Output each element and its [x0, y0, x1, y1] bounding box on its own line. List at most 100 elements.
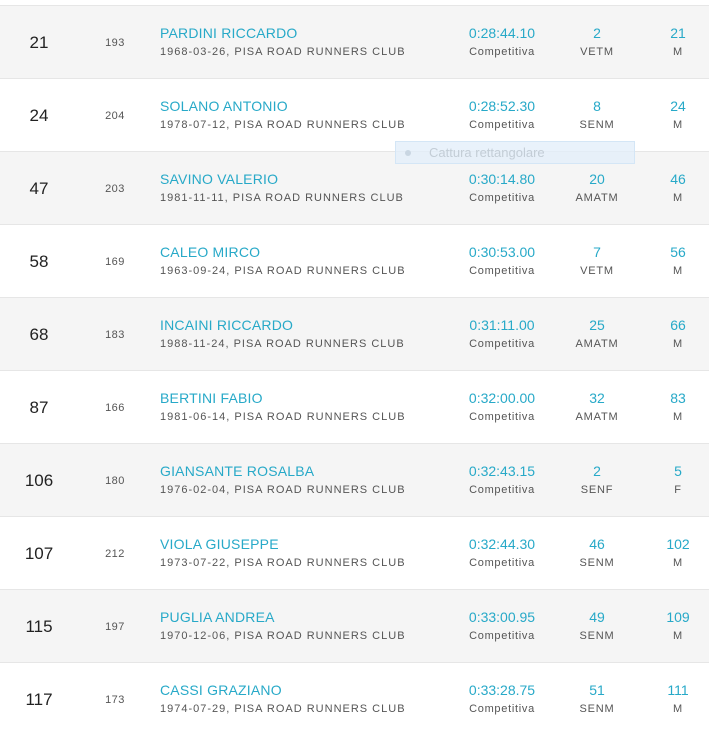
bib-number: 180	[105, 475, 125, 487]
race-type: Competitiva	[469, 557, 535, 569]
athlete-birthdate-club: 1973-07-22, PISA ROAD RUNNERS CLUB	[160, 557, 406, 569]
category-label: SENM	[579, 557, 615, 569]
gender-position: 66	[670, 317, 686, 333]
gender-label: M	[673, 338, 683, 350]
finish-time: 0:28:44.10	[468, 25, 536, 41]
category-position: 51	[589, 682, 605, 698]
category-label: VETM	[580, 46, 614, 58]
category-label: SENF	[580, 484, 614, 496]
category-label: AMATM	[575, 411, 619, 423]
finish-time: 0:32:43.15	[468, 463, 536, 479]
gender-label: M	[673, 192, 683, 204]
athlete-name-link[interactable]: CALEO MIRCO	[160, 244, 261, 260]
race-type: Competitiva	[469, 411, 535, 423]
result-row[interactable]: 115 197 PUGLIA ANDREA 1970-12-06, PISA R…	[0, 589, 709, 662]
result-row[interactable]: 87 166 BERTINI FABIO 1981-06-14, PISA RO…	[0, 370, 709, 443]
gender-label: M	[673, 703, 683, 715]
race-type: Competitiva	[469, 119, 535, 131]
race-type: Competitiva	[469, 338, 535, 350]
athlete-birthdate-club: 1970-12-06, PISA ROAD RUNNERS CLUB	[160, 630, 406, 642]
gender-label: M	[673, 630, 683, 642]
overall-position: 87	[29, 398, 49, 417]
finish-time: 0:33:28.75	[468, 682, 536, 698]
category-label: SENM	[579, 703, 615, 715]
bib-number: 203	[105, 183, 125, 195]
overall-position: 24	[29, 106, 49, 125]
gender-position: 46	[670, 171, 686, 187]
athlete-name-link[interactable]: SOLANO ANTONIO	[160, 98, 288, 114]
athlete-birthdate-club: 1976-02-04, PISA ROAD RUNNERS CLUB	[160, 484, 406, 496]
finish-time: 0:33:00.95	[468, 609, 536, 625]
race-type: Competitiva	[469, 192, 535, 204]
category-position: 8	[593, 98, 601, 114]
bib-number: 204	[105, 110, 125, 122]
race-type: Competitiva	[469, 703, 535, 715]
athlete-name-link[interactable]: PARDINI RICCARDO	[160, 25, 298, 41]
result-row[interactable]: 21 193 PARDINI RICCARDO 1968-03-26, PISA…	[0, 5, 709, 78]
rectangular-capture-tooltip: Cattura rettangolare	[395, 141, 635, 164]
result-row[interactable]: 107 212 VIOLA GIUSEPPE 1973-07-22, PISA …	[0, 516, 709, 589]
result-row[interactable]: 117 173 CASSI GRAZIANO 1974-07-29, PISA …	[0, 662, 709, 735]
race-type: Competitiva	[469, 265, 535, 277]
result-row[interactable]: 106 180 GIANSANTE ROSALBA 1976-02-04, PI…	[0, 443, 709, 516]
athlete-birthdate-club: 1988-11-24, PISA ROAD RUNNERS CLUB	[160, 338, 405, 350]
overall-position: 115	[25, 617, 53, 636]
gender-position: 109	[666, 609, 690, 625]
athlete-birthdate-club: 1981-06-14, PISA ROAD RUNNERS CLUB	[160, 411, 406, 423]
category-position: 25	[589, 317, 605, 333]
result-row[interactable]: 24 204 SOLANO ANTONIO 1978-07-12, PISA R…	[0, 78, 709, 151]
athlete-birthdate-club: 1974-07-29, PISA ROAD RUNNERS CLUB	[160, 703, 406, 715]
athlete-birthdate-club: 1963-09-24, PISA ROAD RUNNERS CLUB	[160, 265, 406, 277]
gender-label: M	[673, 46, 683, 58]
category-label: SENM	[579, 119, 615, 131]
gender-position: 111	[667, 682, 689, 698]
category-position: 20	[589, 171, 605, 187]
category-label: AMATM	[575, 192, 619, 204]
gender-position: 21	[670, 25, 686, 41]
overall-position: 117	[25, 690, 53, 709]
athlete-birthdate-club: 1978-07-12, PISA ROAD RUNNERS CLUB	[160, 119, 406, 131]
athlete-name-link[interactable]: SAVINO VALERIO	[160, 171, 279, 187]
overall-position: 68	[29, 325, 49, 344]
athlete-birthdate-club: 1968-03-26, PISA ROAD RUNNERS CLUB	[160, 46, 406, 58]
gender-position: 56	[670, 244, 686, 260]
athlete-name-link[interactable]: VIOLA GIUSEPPE	[160, 536, 279, 552]
category-position: 46	[589, 536, 605, 552]
overall-position: 21	[29, 33, 49, 52]
gender-label: M	[673, 557, 683, 569]
race-type: Competitiva	[469, 630, 535, 642]
finish-time: 0:32:00.00	[468, 390, 536, 406]
bib-number: 183	[105, 329, 125, 341]
bib-number: 193	[105, 37, 125, 49]
category-label: VETM	[580, 265, 614, 277]
gender-label: M	[673, 119, 683, 131]
overall-position: 47	[29, 179, 49, 198]
finish-time: 0:31:11.00	[469, 317, 535, 333]
athlete-name-link[interactable]: BERTINI FABIO	[160, 390, 263, 406]
bib-number: 212	[105, 548, 125, 560]
gender-position: 83	[670, 390, 686, 406]
overall-position: 107	[24, 544, 54, 563]
finish-time: 0:28:52.30	[468, 98, 536, 114]
race-type: Competitiva	[469, 46, 535, 58]
athlete-name-link[interactable]: PUGLIA ANDREA	[160, 609, 275, 625]
overall-position: 58	[29, 252, 49, 271]
finish-time: 0:30:53.00	[468, 244, 536, 260]
category-label: AMATM	[575, 338, 619, 350]
gender-position: 5	[674, 463, 682, 479]
result-row[interactable]: 68 183 INCAINI RICCARDO 1988-11-24, PISA…	[0, 297, 709, 370]
result-row[interactable]: 58 169 CALEO MIRCO 1963-09-24, PISA ROAD…	[0, 224, 709, 297]
category-position: 32	[589, 390, 605, 406]
race-type: Competitiva	[469, 484, 535, 496]
gender-position: 24	[670, 98, 686, 114]
results-table: 21 193 PARDINI RICCARDO 1968-03-26, PISA…	[0, 5, 709, 735]
finish-time: 0:30:14.80	[468, 171, 536, 187]
gender-label: M	[673, 265, 683, 277]
gender-label: M	[673, 411, 683, 423]
category-position: 2	[593, 463, 601, 479]
athlete-name-link[interactable]: INCAINI RICCARDO	[160, 317, 294, 333]
athlete-name-link[interactable]: GIANSANTE ROSALBA	[160, 463, 315, 479]
category-position: 2	[593, 25, 601, 41]
gender-position: 102	[666, 536, 690, 552]
athlete-name-link[interactable]: CASSI GRAZIANO	[160, 682, 282, 698]
